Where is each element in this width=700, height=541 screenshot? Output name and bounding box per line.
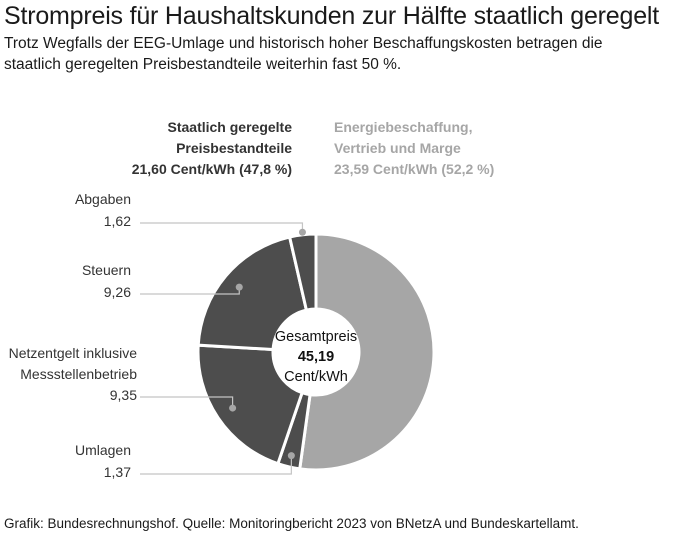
group-header-market: Energiebeschaffung, Vertrieb und Marge 2… bbox=[334, 117, 494, 180]
center-label-value: 45,19 bbox=[297, 349, 335, 365]
group-market-value: 23,59 Cent/kWh (52,2 %) bbox=[334, 161, 495, 177]
donut-slice-4 bbox=[287, 232, 318, 312]
leader-line bbox=[140, 396, 234, 409]
group-market-line: Vertrieb und Marge bbox=[334, 140, 461, 156]
leader-dot bbox=[287, 452, 295, 460]
group-state-line: Staatlich geregelte bbox=[167, 119, 293, 135]
leader-dot bbox=[229, 404, 237, 412]
slice-label-value: 1,62 bbox=[103, 213, 131, 229]
slice-label-value: 9,35 bbox=[109, 387, 137, 403]
leader-line bbox=[140, 455, 292, 475]
label-abgaben: Abgaben 1,62 bbox=[75, 188, 131, 232]
center-label-title: Gesamtpreis bbox=[274, 329, 358, 345]
donut-slice-0 bbox=[298, 232, 436, 472]
slice-label-name: Messstellenbetrieb bbox=[20, 366, 137, 382]
leader-line bbox=[140, 222, 304, 233]
slice-label-value: 1,37 bbox=[103, 464, 131, 480]
slice-label-name: Abgaben bbox=[74, 191, 131, 207]
donut-slice-2 bbox=[196, 343, 305, 466]
group-market-line: Energiebeschaffung, bbox=[334, 119, 473, 135]
chart-footer: Grafik: Bundesrechnungshof. Quelle: Moni… bbox=[4, 516, 579, 531]
slice-label-value: 9,26 bbox=[103, 284, 131, 300]
leader-dot bbox=[235, 283, 243, 291]
label-netzentgelt: Netzentgelt inklusive Messstellenbetrieb… bbox=[9, 343, 137, 406]
subtitle-line-1: Trotz Wegfalls der EEG-Umlage und histor… bbox=[4, 35, 603, 52]
leader-dot bbox=[298, 228, 306, 236]
group-state-line: Preisbestandteile bbox=[176, 140, 292, 156]
label-umlagen: Umlagen 1,37 bbox=[75, 439, 131, 483]
subtitle-line-2: staatlich geregelten Preisbestandteile w… bbox=[4, 56, 402, 73]
center-label: Gesamtpreis 45,19 Cent/kWh bbox=[275, 327, 357, 387]
donut-slice-3 bbox=[196, 235, 309, 352]
group-header-state: Staatlich geregelte Preisbestandteile 21… bbox=[132, 117, 292, 180]
center-label-unit: Cent/kWh bbox=[284, 369, 348, 385]
slice-label-name: Steuern bbox=[81, 262, 131, 278]
slice-label-name: Umlagen bbox=[74, 442, 131, 458]
label-steuern: Steuern 9,26 bbox=[82, 259, 131, 303]
chart-title: Strompreis für Haushaltskunden zur Hälft… bbox=[4, 2, 659, 30]
group-state-value: 21,60 Cent/kWh (47,8 %) bbox=[131, 161, 292, 177]
slice-label-name: Netzentgelt inklusive bbox=[8, 345, 137, 361]
